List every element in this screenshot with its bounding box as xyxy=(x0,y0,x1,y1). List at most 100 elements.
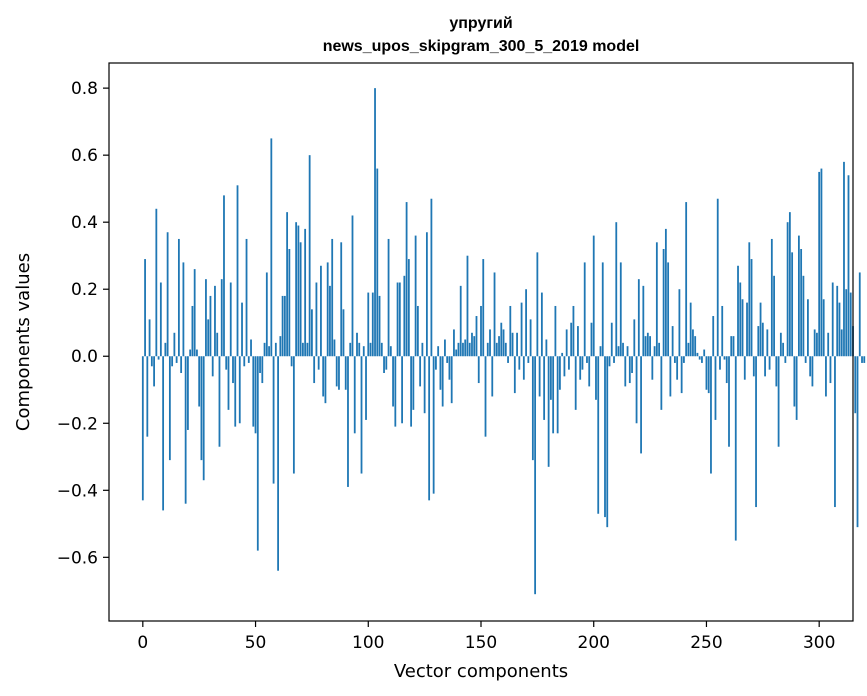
bar xyxy=(703,349,706,357)
bar xyxy=(200,356,203,461)
bar xyxy=(610,322,613,357)
bar xyxy=(166,232,169,357)
bar xyxy=(858,272,861,357)
bar xyxy=(563,356,566,377)
bar xyxy=(545,339,548,357)
bar xyxy=(746,302,748,357)
bar xyxy=(811,356,814,387)
bar xyxy=(344,356,347,390)
bar xyxy=(423,356,426,414)
bar xyxy=(322,356,325,397)
bar xyxy=(191,305,194,357)
bar xyxy=(719,356,721,370)
bar xyxy=(265,272,268,357)
bar xyxy=(698,356,701,360)
bar xyxy=(728,356,730,447)
bar xyxy=(283,295,286,357)
bar xyxy=(619,262,622,357)
bar xyxy=(389,346,392,357)
bar xyxy=(193,269,196,357)
bar xyxy=(252,356,255,427)
bar xyxy=(529,319,532,357)
bar xyxy=(540,292,543,357)
bar xyxy=(626,346,629,357)
bar xyxy=(387,238,390,357)
bar xyxy=(187,356,189,430)
bar xyxy=(732,336,735,357)
bar xyxy=(383,356,385,373)
bar xyxy=(369,342,372,357)
bar xyxy=(396,282,399,357)
bar xyxy=(214,285,216,357)
bar xyxy=(586,356,588,363)
y-tick-label: 0.2 xyxy=(71,280,98,300)
bar xyxy=(477,356,480,384)
bar xyxy=(597,356,600,514)
bar xyxy=(658,342,661,357)
bar xyxy=(642,285,645,357)
x-tick-label: 200 xyxy=(578,633,610,653)
bar xyxy=(182,262,185,357)
bar xyxy=(820,168,823,357)
bar xyxy=(577,326,579,357)
bar xyxy=(568,356,570,370)
bar xyxy=(543,356,546,420)
bar xyxy=(398,282,401,357)
bar xyxy=(202,356,205,481)
bar xyxy=(414,235,417,357)
bar xyxy=(196,349,198,357)
bar xyxy=(430,198,433,357)
bar xyxy=(701,356,703,363)
bar xyxy=(779,332,782,357)
bar xyxy=(338,356,340,390)
bar xyxy=(590,322,593,357)
bar xyxy=(162,356,165,511)
bar xyxy=(667,262,670,357)
bar xyxy=(480,305,482,357)
bar xyxy=(342,309,345,357)
bar xyxy=(608,356,611,367)
bar xyxy=(788,212,791,357)
bar xyxy=(288,249,291,357)
bar xyxy=(759,302,762,357)
bar xyxy=(331,238,334,357)
bar xyxy=(320,265,322,357)
bar xyxy=(683,356,685,363)
bar xyxy=(705,356,708,390)
bar xyxy=(849,292,852,357)
bar xyxy=(680,356,683,394)
bar xyxy=(825,356,827,397)
bar xyxy=(374,88,376,357)
bar xyxy=(770,238,773,357)
bar xyxy=(489,329,491,357)
bar xyxy=(739,282,742,357)
bar xyxy=(453,329,455,357)
bar xyxy=(207,319,210,357)
bar xyxy=(468,342,471,357)
bar xyxy=(225,356,228,370)
bar xyxy=(256,356,259,551)
bar xyxy=(662,249,665,357)
bar xyxy=(673,356,676,363)
bar xyxy=(261,356,264,384)
bar xyxy=(263,342,266,357)
bar xyxy=(216,332,219,357)
y-axis: −0.6 −0.4 −0.2 0.0 0.2 0.4 0.6 0.8 xyxy=(57,79,109,568)
bar xyxy=(750,259,753,357)
bar xyxy=(613,356,615,363)
bar xyxy=(448,356,451,380)
bar xyxy=(500,322,503,357)
bar xyxy=(437,346,440,357)
bar xyxy=(518,356,521,370)
y-tick-label: 0.4 xyxy=(71,213,98,233)
bar xyxy=(471,332,473,357)
bar xyxy=(466,255,469,357)
x-tick-label: 0 xyxy=(137,633,148,653)
bar xyxy=(435,356,437,370)
bar xyxy=(552,356,555,434)
bar xyxy=(484,356,487,437)
bar xyxy=(272,356,275,484)
bar xyxy=(315,282,318,357)
bar xyxy=(572,305,575,357)
bar xyxy=(800,249,803,357)
